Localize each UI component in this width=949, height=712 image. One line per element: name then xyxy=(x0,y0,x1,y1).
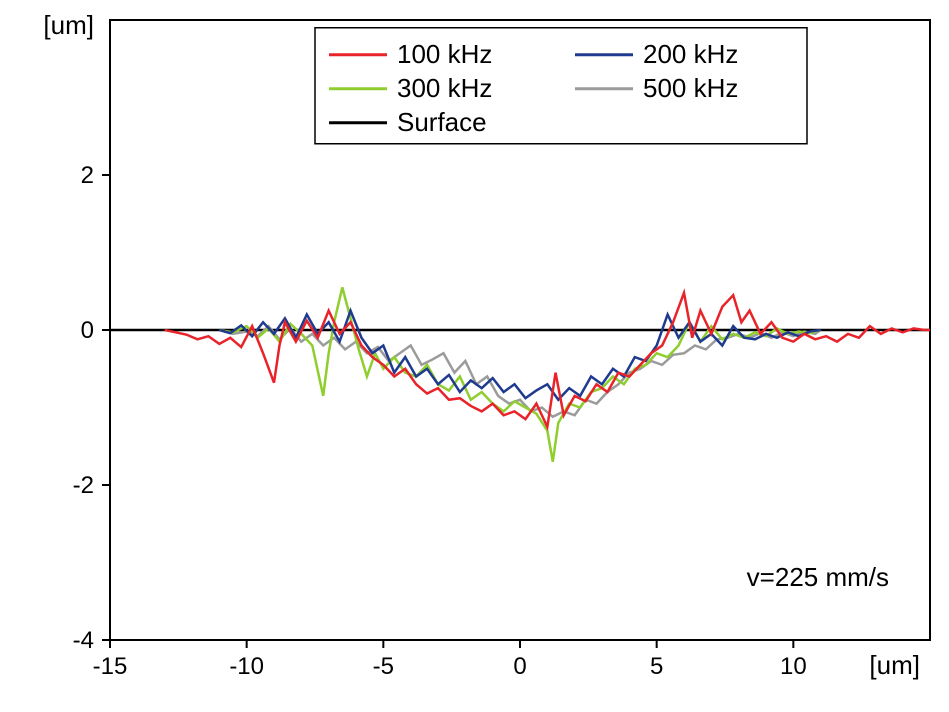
x-tick-label: 10 xyxy=(780,653,807,680)
y-axis-unit: [um] xyxy=(43,10,94,40)
y-tick-label: 2 xyxy=(81,162,94,189)
y-tick-label: -2 xyxy=(73,472,94,499)
series-100kHz xyxy=(165,293,930,427)
chart-container: -15 -10 -5 0 5 10 [um] -4 -2 0 2 [um] v=225 mm/s 100 … xyxy=(0,0,949,712)
x-axis-unit: [um] xyxy=(869,650,920,680)
legend-label: 500 kHz xyxy=(643,73,738,103)
x-tick-label: -5 xyxy=(373,653,394,680)
x-tick-label: 5 xyxy=(650,653,663,680)
legend-label: 100 kHz xyxy=(397,39,492,69)
y-tick-label: 0 xyxy=(81,317,94,344)
chart-svg: -15 -10 -5 0 5 10 [um] -4 -2 0 2 [um] v=225 mm/s 100 … xyxy=(0,0,949,712)
series-300kHz xyxy=(219,287,820,461)
legend-label: 300 kHz xyxy=(397,73,492,103)
x-tick-label: -10 xyxy=(229,653,264,680)
legend-label: Surface xyxy=(397,107,487,137)
legend-label: 200 kHz xyxy=(643,39,738,69)
annotation-text: v=225 mm/s xyxy=(747,562,889,592)
x-tick-label: -15 xyxy=(93,653,128,680)
y-tick-label: -4 xyxy=(73,627,94,654)
series-group xyxy=(110,287,930,461)
x-tick-label: 0 xyxy=(513,653,526,680)
